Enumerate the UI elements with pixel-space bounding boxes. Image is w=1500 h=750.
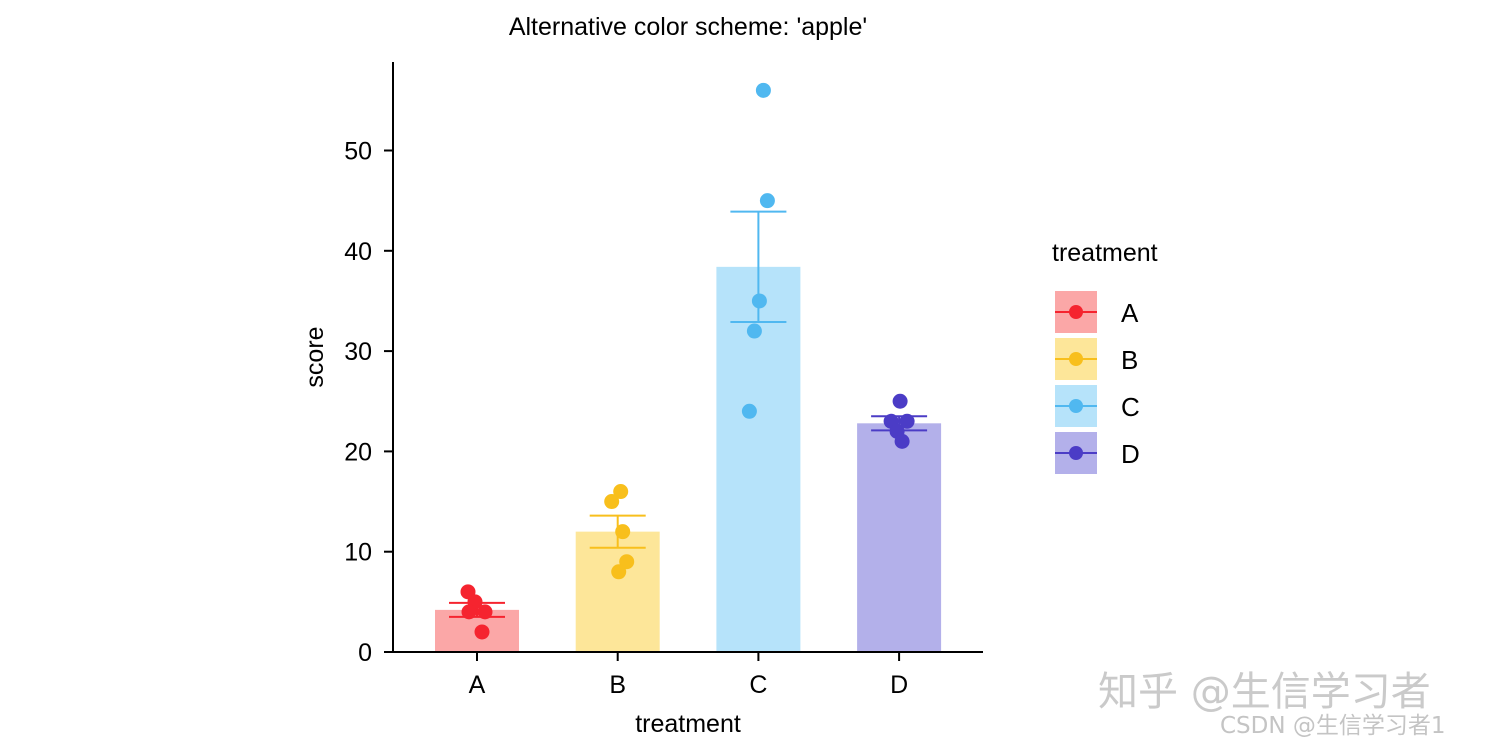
legend-key-point-B: [1069, 352, 1083, 366]
point-D: [899, 413, 915, 429]
points-layer: [460, 82, 915, 640]
watermark-main: 知乎 @生信学习者: [1098, 669, 1431, 715]
error-bars-layer: [449, 210, 928, 618]
point-C: [746, 323, 762, 339]
legend-key-point-D: [1069, 446, 1083, 460]
legend-label-D: D: [1121, 439, 1140, 469]
point-D: [892, 393, 908, 409]
point-B: [615, 524, 631, 540]
point-D: [894, 433, 910, 449]
y-tick-label: 40: [344, 238, 372, 266]
bar-C: [716, 266, 801, 652]
point-A: [461, 604, 477, 620]
point-C: [759, 193, 775, 209]
x-tick-label: D: [890, 671, 908, 699]
point-B: [619, 554, 635, 570]
x-axis-label: treatment: [635, 710, 741, 738]
watermark-sub: CSDN @生信学习者1: [1220, 713, 1446, 739]
point-C: [741, 403, 757, 419]
y-axis-label: score: [301, 326, 329, 387]
point-A: [477, 604, 493, 620]
legend-label-C: C: [1121, 392, 1140, 422]
y-tick-label: 10: [344, 539, 372, 567]
point-B: [604, 494, 620, 510]
bar-D: [857, 423, 942, 652]
point-C: [755, 82, 771, 98]
x-tick-label: C: [749, 671, 767, 699]
watermark: 知乎 @生信学习者 CSDN @生信学习者1: [1098, 669, 1446, 739]
y-tick-label: 30: [344, 338, 372, 366]
x-tick-label: A: [469, 671, 486, 699]
bar-B: [575, 531, 660, 652]
legend-label-A: A: [1121, 298, 1139, 328]
legend-title: treatment: [1052, 239, 1158, 267]
y-tick-label: 50: [344, 138, 372, 166]
point-B: [613, 484, 629, 500]
bars-layer: [435, 266, 942, 652]
legend-label-B: B: [1121, 345, 1138, 375]
point-B: [611, 564, 627, 580]
legend-key-point-A: [1069, 305, 1083, 319]
point-C: [751, 293, 767, 309]
chart-title: Alternative color scheme: 'apple': [509, 13, 867, 41]
x-tick-label: B: [609, 671, 626, 699]
legend-key-point-C: [1069, 399, 1083, 413]
y-axis-ticks: 0 10 20 30 40 50: [344, 138, 393, 667]
y-tick-label: 0: [358, 639, 372, 667]
x-axis-ticks: A B C D: [469, 652, 908, 699]
y-tick-label: 20: [344, 438, 372, 466]
point-A: [474, 624, 490, 640]
